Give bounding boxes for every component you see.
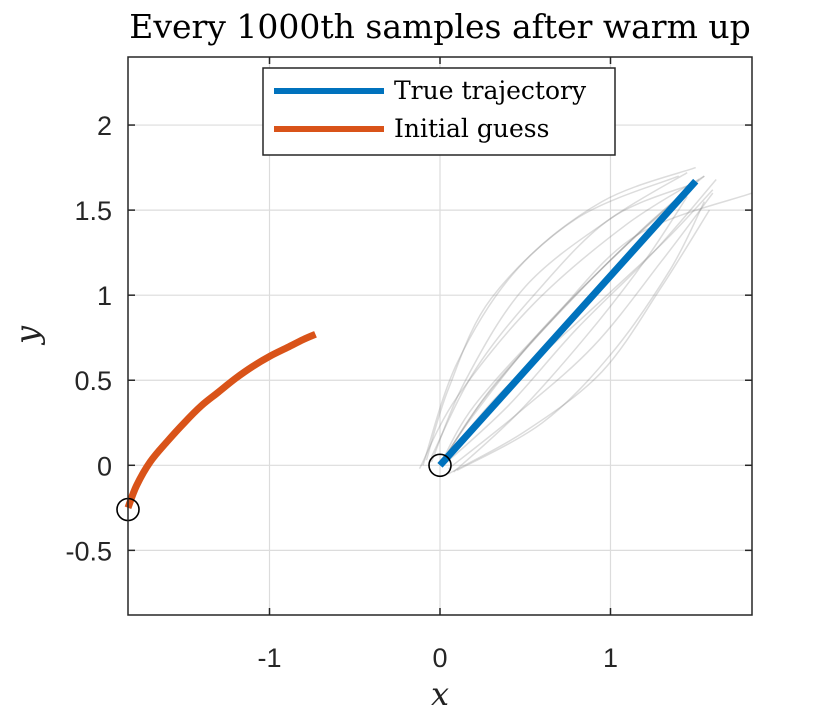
y-tick-label: 2 <box>97 111 112 141</box>
y-tick-label: 0 <box>97 451 112 481</box>
y-tick-label: -0.5 <box>65 536 112 566</box>
data-series <box>124 178 699 510</box>
sample-trajectory-line <box>439 192 753 466</box>
y-tick-label: 0.5 <box>74 366 112 396</box>
sample-trajectory-line <box>439 178 700 466</box>
ticks: -1 0 1 -0.5 0 0.5 1 1.5 2 <box>65 57 752 673</box>
x-axis-label: x <box>431 675 449 713</box>
sample-trajectory-line <box>425 175 679 461</box>
legend-label-initial-guess: Initial guess <box>394 114 549 143</box>
sample-trajectory-line <box>448 192 714 470</box>
sample-trajectory-line <box>456 201 705 472</box>
chart-title: Every 1000th samples after warm up <box>129 7 751 46</box>
y-axis-label: y <box>8 325 46 346</box>
initial-guess-line <box>124 331 317 510</box>
y-tick-label: 1 <box>97 281 112 311</box>
x-tick-label: 0 <box>432 643 447 673</box>
legend-label-true-trajectory: True trajectory <box>394 76 587 105</box>
sample-trajectories <box>418 166 753 475</box>
x-tick-label: 1 <box>603 643 618 673</box>
y-tick-label: 1.5 <box>74 196 112 226</box>
legend-box <box>262 67 616 156</box>
sample-trajectory-line <box>453 196 688 473</box>
sample-trajectory-line <box>448 209 711 475</box>
start-point-marker <box>428 453 452 478</box>
sample-trajectory-line <box>430 182 696 458</box>
sample-trajectory-line <box>418 175 705 470</box>
sample-trajectory-line <box>422 166 696 466</box>
sample-trajectory-line <box>439 175 705 466</box>
x-tick-label: -1 <box>258 643 282 673</box>
sample-trajectory-line <box>442 179 717 466</box>
sample-trajectory-line <box>439 184 697 466</box>
sample-trajectory-line <box>430 172 688 463</box>
legend: True trajectory Initial guess <box>262 67 616 156</box>
true-trajectory-line <box>437 178 699 468</box>
